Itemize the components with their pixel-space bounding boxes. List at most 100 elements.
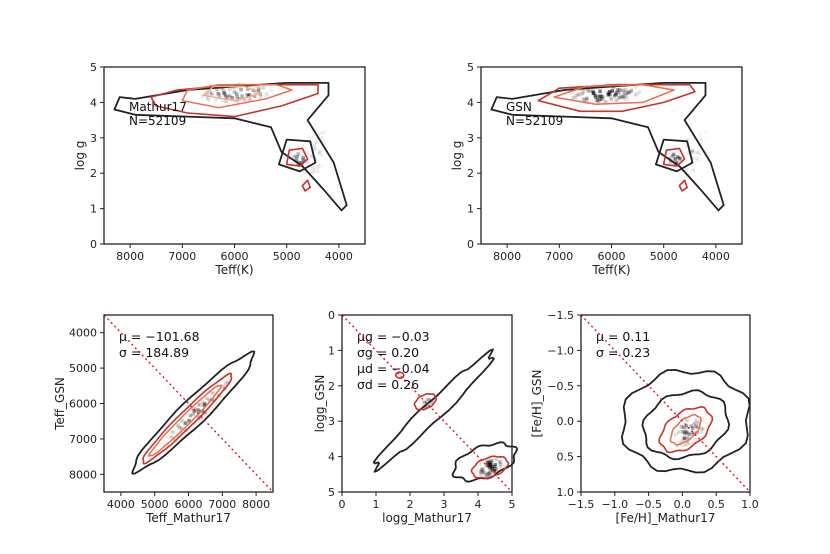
density-cell bbox=[490, 458, 494, 463]
density-cell bbox=[625, 91, 629, 96]
density-cell bbox=[322, 141, 326, 146]
density-cell bbox=[494, 469, 499, 474]
density-cell bbox=[675, 443, 680, 448]
density-cell bbox=[248, 93, 252, 97]
density-cell bbox=[316, 164, 320, 168]
density-cell bbox=[492, 469, 496, 473]
density-cell bbox=[587, 89, 592, 93]
density-cell bbox=[253, 94, 257, 98]
x-axis-label: Teff_Mathur17 bbox=[145, 511, 231, 525]
density-cell bbox=[580, 92, 584, 96]
density-cell bbox=[670, 443, 674, 447]
density-cell bbox=[669, 160, 673, 164]
density-cell bbox=[627, 90, 632, 95]
y-tick-label: 8000 bbox=[69, 468, 97, 481]
density-contour-red-giant-branch bbox=[301, 179, 311, 192]
x-tick-label: 0.5 bbox=[707, 498, 725, 511]
density-contour-red bbox=[658, 406, 714, 454]
density-cell bbox=[497, 459, 502, 464]
density-cell bbox=[617, 88, 622, 92]
density-cell bbox=[216, 91, 221, 96]
density-cell bbox=[425, 398, 430, 402]
density-cell bbox=[313, 147, 317, 151]
density-cell bbox=[691, 166, 696, 170]
density-cell bbox=[427, 398, 431, 402]
density-cell bbox=[700, 417, 705, 422]
y-tick-label: 3 bbox=[467, 132, 474, 145]
density-cell bbox=[673, 163, 678, 167]
density-cell bbox=[686, 442, 690, 446]
density-cell bbox=[626, 90, 630, 95]
density-cell bbox=[203, 411, 208, 416]
density-cell bbox=[584, 85, 589, 90]
density-cell bbox=[682, 436, 687, 440]
density-cell bbox=[598, 94, 602, 99]
density-cell bbox=[485, 473, 490, 478]
density-cell bbox=[192, 421, 197, 426]
density-cell bbox=[673, 157, 677, 161]
density-cell bbox=[179, 419, 183, 424]
density-cell bbox=[204, 411, 208, 415]
x-tick-label: 3 bbox=[441, 498, 448, 511]
stat-mu: μ = 0.11 bbox=[596, 329, 650, 344]
density-cell bbox=[478, 469, 483, 474]
density-cell bbox=[602, 100, 607, 104]
density-cell bbox=[690, 156, 695, 160]
density-cell bbox=[492, 470, 497, 474]
density-cell bbox=[684, 423, 689, 428]
density-cell bbox=[217, 395, 221, 399]
x-tick-label: 4000 bbox=[107, 498, 135, 511]
density-contour-clump bbox=[278, 138, 317, 173]
plot-content-p4 bbox=[341, 314, 519, 493]
density-cell bbox=[682, 436, 686, 441]
density-cell bbox=[233, 100, 238, 105]
plot-content-p1 bbox=[113, 82, 348, 212]
density-cell bbox=[674, 432, 678, 436]
density-cell bbox=[230, 95, 235, 100]
density-cell bbox=[312, 167, 317, 171]
y-axis-label: logg_GSN bbox=[313, 375, 327, 433]
x-tick-label: 4000 bbox=[325, 250, 353, 263]
x-axis-label: Teff(K) bbox=[214, 263, 253, 277]
x-tick-label: 7000 bbox=[545, 250, 573, 263]
density-cell bbox=[205, 92, 210, 97]
density-cell bbox=[614, 98, 618, 102]
density-cell bbox=[671, 152, 675, 157]
density-cell bbox=[629, 88, 634, 93]
density-cell bbox=[166, 434, 170, 438]
density-cell bbox=[677, 157, 682, 161]
density-cell bbox=[487, 473, 492, 477]
density-cell bbox=[697, 158, 701, 163]
density-cell bbox=[223, 388, 227, 392]
density-cell bbox=[180, 426, 184, 431]
density-cell bbox=[172, 430, 177, 434]
density-cell bbox=[202, 402, 207, 407]
density-cell bbox=[205, 396, 209, 401]
x-tick-label: 6000 bbox=[175, 498, 203, 511]
density-cell bbox=[684, 425, 689, 429]
density-cell bbox=[485, 460, 490, 465]
y-tick-label: 1 bbox=[328, 344, 335, 357]
density-cell bbox=[485, 460, 490, 465]
density-cell bbox=[209, 93, 214, 97]
density-cell bbox=[256, 89, 260, 93]
density-cell bbox=[223, 93, 228, 98]
density-cell bbox=[499, 461, 503, 466]
density-cell bbox=[222, 91, 226, 95]
density-cell bbox=[600, 97, 604, 101]
density-cell bbox=[571, 90, 575, 94]
density-cell bbox=[489, 459, 493, 463]
density-cell bbox=[681, 429, 685, 434]
y-tick-label: 5000 bbox=[69, 362, 97, 375]
density-cell bbox=[192, 408, 196, 413]
y-tick-label: 5 bbox=[467, 61, 474, 74]
density-cell bbox=[678, 156, 683, 161]
density-cell bbox=[591, 91, 596, 96]
density-cell bbox=[577, 93, 582, 97]
density-cell bbox=[250, 98, 255, 103]
density-cell bbox=[704, 145, 708, 149]
density-cell bbox=[689, 424, 693, 428]
y-tick-label: 0.0 bbox=[557, 415, 575, 428]
y-tick-label: 5 bbox=[328, 486, 335, 499]
density-cell bbox=[300, 175, 304, 179]
